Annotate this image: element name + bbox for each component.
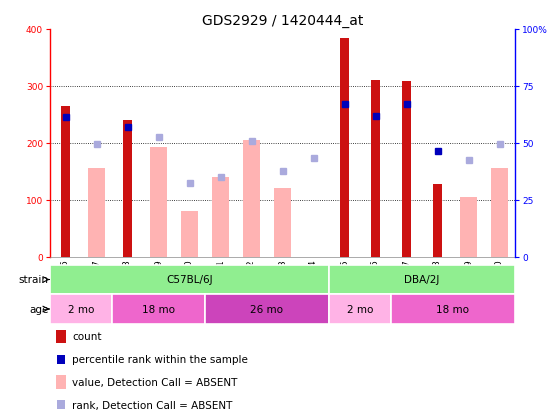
Bar bbox=[402, 82, 411, 257]
Text: count: count bbox=[72, 332, 102, 342]
Bar bbox=[329, 294, 391, 324]
Bar bbox=[181, 212, 198, 257]
Bar bbox=[329, 266, 515, 294]
Bar bbox=[491, 169, 508, 257]
Text: 18 mo: 18 mo bbox=[436, 304, 469, 314]
Bar bbox=[460, 197, 477, 257]
Bar bbox=[371, 81, 380, 257]
Bar bbox=[50, 294, 112, 324]
Bar bbox=[150, 148, 167, 257]
Text: percentile rank within the sample: percentile rank within the sample bbox=[72, 354, 248, 364]
Bar bbox=[50, 266, 329, 294]
Bar bbox=[391, 294, 515, 324]
Text: DBA/2J: DBA/2J bbox=[404, 275, 440, 285]
Bar bbox=[433, 185, 442, 257]
Text: 18 mo: 18 mo bbox=[142, 304, 175, 314]
Text: 2 mo: 2 mo bbox=[347, 304, 373, 314]
Title: GDS2929 / 1420444_at: GDS2929 / 1420444_at bbox=[202, 14, 363, 28]
Bar bbox=[340, 38, 349, 257]
Bar bbox=[61, 107, 70, 257]
Bar bbox=[205, 294, 329, 324]
Text: age: age bbox=[29, 304, 49, 314]
Text: strain: strain bbox=[18, 275, 49, 285]
Text: C57BL/6J: C57BL/6J bbox=[166, 275, 213, 285]
Text: 2 mo: 2 mo bbox=[68, 304, 94, 314]
Bar bbox=[274, 189, 291, 257]
Text: rank, Detection Call = ABSENT: rank, Detection Call = ABSENT bbox=[72, 400, 233, 410]
Text: value, Detection Call = ABSENT: value, Detection Call = ABSENT bbox=[72, 377, 238, 387]
Text: 26 mo: 26 mo bbox=[250, 304, 283, 314]
Bar bbox=[112, 294, 205, 324]
Bar bbox=[212, 178, 229, 257]
Bar bbox=[243, 141, 260, 257]
Bar bbox=[123, 121, 132, 257]
Bar bbox=[88, 169, 105, 257]
